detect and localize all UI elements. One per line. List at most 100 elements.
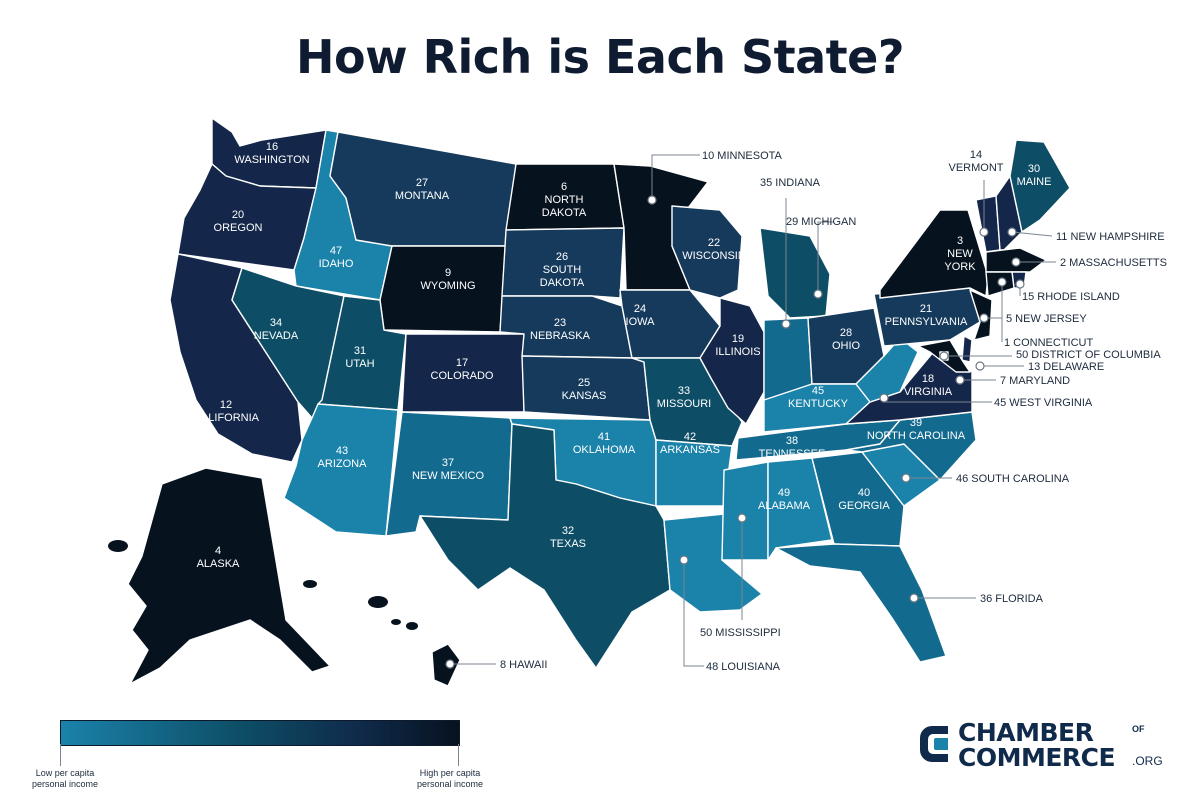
- label-rhode-island: 15 RHODE ISLAND: [1022, 291, 1120, 303]
- label-alabama: 49 ALABAMA: [758, 487, 811, 512]
- state-montana: [329, 131, 517, 247]
- label-pennsylvania: 21 PENNSYLVANIA: [885, 303, 968, 328]
- label-new-hampshire: 11 NEW HAMPSHIRE: [1056, 231, 1165, 243]
- label-florida: 36 FLORIDA: [980, 593, 1044, 605]
- label-arkansas: 42 ARKANSAS: [660, 431, 720, 456]
- state-wisconsin: [671, 205, 743, 299]
- marker-de: [975, 361, 985, 371]
- label-west-virginia: 45 WEST VIRGINIA: [994, 397, 1093, 409]
- marker-sc: [901, 473, 911, 483]
- state-arizona: [283, 403, 399, 537]
- label-minnesota: 10 MINNESOTA: [702, 150, 783, 162]
- label-south-dakota: 26 SOUTH DAKOTA: [540, 251, 585, 289]
- logo-text-suffix: .ORG: [1132, 754, 1163, 768]
- logo-c-icon: [920, 726, 948, 762]
- marker-mn: [647, 195, 657, 205]
- state-texas: [419, 423, 671, 669]
- label-kansas: 25 KANSAS: [562, 377, 607, 402]
- label-missouri: 33 MISSOURI: [657, 385, 711, 410]
- label-montana: 27 MONTANA: [395, 177, 450, 202]
- label-mississippi: 50 MISSISSIPPI: [700, 627, 781, 639]
- marker-hi: [445, 659, 455, 669]
- label-massachusetts: 2 MASSACHUSETTS: [1060, 257, 1167, 269]
- marker-nj: [979, 313, 989, 323]
- marker-ri: [1015, 279, 1025, 289]
- state-mississippi: [721, 461, 769, 561]
- label-new-york: 3 NEW YORK: [944, 235, 976, 273]
- label-south-carolina: 46 SOUTH CAROLINA: [956, 473, 1070, 485]
- label-wyoming: 9 WYOMING: [421, 267, 476, 292]
- chamber-of-commerce-logo: CHAMBER OF COMMERCE .ORG: [918, 718, 1178, 774]
- state-michigan: [759, 227, 831, 319]
- label-colorado: 17 COLORADO: [431, 357, 494, 382]
- label-maine: 30 MAINE: [1017, 163, 1052, 188]
- state-georgia: [811, 451, 905, 547]
- legend-high-label: High per capita personal income: [416, 768, 484, 789]
- label-delaware: 13 DELAWARE: [1028, 361, 1104, 373]
- label-washington: 16 WASHINGTON: [234, 141, 309, 166]
- label-texas: 32 TEXAS: [550, 525, 586, 550]
- alaska-island-shape: [303, 580, 317, 588]
- logo-text-line2: COMMERCE: [958, 743, 1116, 772]
- label-louisiana: 48 LOUISIANA: [706, 661, 781, 673]
- label-new-mexico: 37 NEW MEXICO: [412, 457, 485, 482]
- state-illinois: [699, 297, 765, 425]
- legend-gradient-bar: [60, 720, 460, 746]
- marker-la: [679, 555, 689, 565]
- state-wyoming: [379, 245, 507, 333]
- label-georgia: 40 GEORGIA: [838, 487, 890, 512]
- hawaii-island-shape: [406, 622, 418, 630]
- label-iowa: 24 IOWA: [626, 303, 656, 328]
- state-shapes: [108, 117, 1071, 687]
- state-alaska: [127, 467, 331, 685]
- logo-text-of: OF: [1132, 724, 1145, 734]
- state-utah: [317, 295, 407, 411]
- page-title: How Rich is Each State?: [295, 30, 905, 84]
- logo-text-line1: CHAMBER: [958, 718, 1094, 747]
- label-new-jersey: 5 NEW JERSEY: [1006, 313, 1087, 325]
- label-oregon: 20 OREGON: [214, 209, 263, 234]
- label-hawaii: 8 HAWAII: [500, 659, 547, 671]
- marker-ct: [997, 277, 1007, 287]
- marker-ms: [737, 513, 747, 523]
- label-arizona: 43 ARIZONA: [318, 445, 368, 470]
- marker-ma: [1011, 257, 1021, 267]
- label-tennessee: 38 TENNESSEE: [759, 435, 826, 460]
- label-north-dakota: 6 NORTH DAKOTA: [542, 181, 587, 219]
- alaska-island-shape: [108, 540, 128, 552]
- label-michigan: 29 MICHIGAN: [786, 216, 856, 228]
- label-indiana: 35 INDIANA: [760, 177, 821, 189]
- label-vermont: 14 VERMONT: [949, 149, 1004, 174]
- label-california: 12 CALIFORNIA: [193, 399, 260, 424]
- label-ohio: 28 OHIO: [832, 327, 861, 352]
- label-utah: 31 UTAH: [345, 345, 374, 370]
- label-north-carolina: 39 NORTH CAROLINA: [867, 417, 966, 442]
- marker-nh: [1007, 227, 1017, 237]
- label-district-of-columbia: 50 DISTRICT OF COLUMBIA: [1016, 349, 1161, 361]
- leader-nh: [1011, 231, 1053, 237]
- state-south-dakota: [501, 227, 625, 299]
- state-labels: 16 WASHINGTON 20 OREGON 12 CALIFORNIA 47 IDAHO 3…: [193, 141, 1167, 673]
- marker-dc: [939, 351, 949, 361]
- label-alaska: 4 ALASKA: [197, 545, 240, 570]
- leader-mi: [817, 221, 834, 294]
- marker-wv: [879, 393, 889, 403]
- marker-in: [781, 319, 791, 329]
- legend-low-label: Low per capita personal income: [31, 768, 99, 789]
- marker-fl: [909, 593, 919, 603]
- leader-lines: [445, 154, 1056, 669]
- label-nebraska: 23 NEBRASKA: [530, 317, 591, 342]
- label-maryland: 7 MARYLAND: [1000, 375, 1070, 387]
- legend-high-tick: [458, 744, 459, 766]
- state-west-virginia: [855, 337, 919, 403]
- label-wisconsin: 22 WISCONSIN: [682, 237, 746, 262]
- state-alabama: [767, 457, 833, 561]
- state-delaware: [961, 335, 973, 363]
- hawaii-island-shape: [368, 596, 388, 608]
- label-kentucky: 45 KENTUCKY: [788, 385, 849, 410]
- label-connecticut: 1 CONNECTICUT: [1004, 337, 1094, 349]
- state-maine: [1009, 139, 1071, 233]
- legend-low-tick: [60, 744, 61, 766]
- leader-mn: [651, 154, 700, 200]
